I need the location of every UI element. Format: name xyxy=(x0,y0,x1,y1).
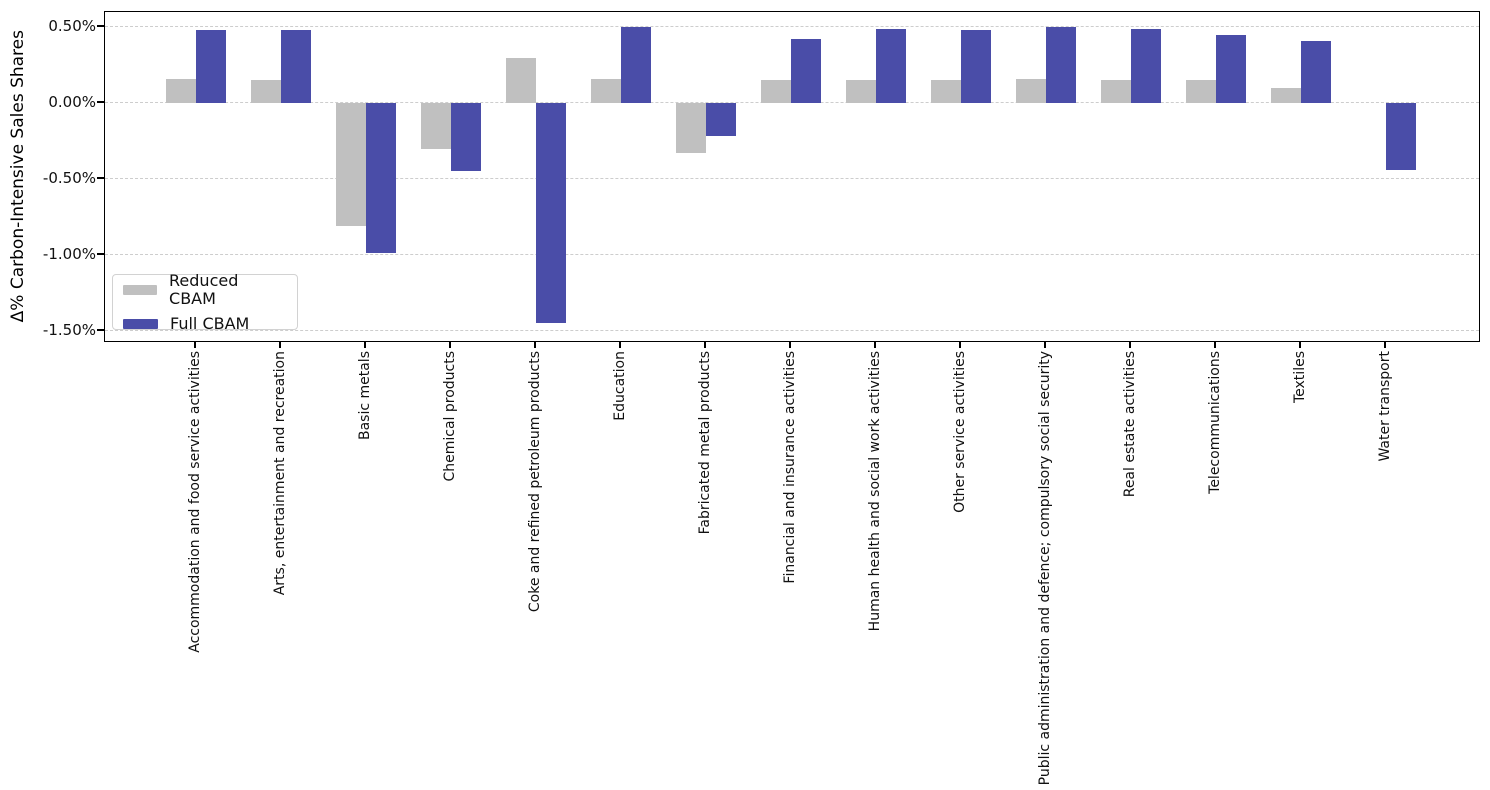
x-tick-mark xyxy=(364,342,366,348)
y-tick-mark xyxy=(97,101,104,103)
bar-reduced-cbam xyxy=(591,78,621,104)
plot-area xyxy=(104,11,1480,342)
x-tick-mark xyxy=(534,342,536,348)
y-tick-label: -1.50% xyxy=(42,320,96,339)
y-tick-label: 0.00% xyxy=(48,93,96,112)
x-tick-label: Arts, entertainment and recreation xyxy=(272,351,288,596)
x-tick-label: Public administration and defence; compu… xyxy=(1037,351,1053,786)
y-tick-label: -0.50% xyxy=(42,169,96,188)
y-tick-mark xyxy=(97,25,104,27)
x-tick-mark xyxy=(789,342,791,348)
x-tick-label: Real estate activities xyxy=(1122,351,1138,498)
bar-reduced-cbam xyxy=(1186,80,1216,104)
legend-swatch-reduced-cbam xyxy=(123,284,158,295)
bar-full-cbam xyxy=(451,103,481,172)
x-tick-label: Telecommunications xyxy=(1207,351,1223,494)
legend-label-full-cbam: Full CBAM xyxy=(170,313,250,333)
bar-reduced-cbam xyxy=(846,80,876,104)
bar-reduced-cbam xyxy=(676,103,706,154)
x-tick-label: Financial and insurance activities xyxy=(782,351,798,584)
bar-full-cbam xyxy=(961,30,991,104)
bar-full-cbam xyxy=(281,30,311,104)
bar-full-cbam xyxy=(876,28,906,104)
bar-reduced-cbam xyxy=(931,80,961,104)
bar-reduced-cbam xyxy=(761,80,791,104)
bar-full-cbam xyxy=(1131,28,1161,104)
bar-reduced-cbam xyxy=(251,80,281,104)
x-tick-mark xyxy=(1384,342,1386,348)
x-tick-mark xyxy=(704,342,706,348)
x-tick-mark xyxy=(1214,342,1216,348)
bar-full-cbam xyxy=(1216,34,1246,104)
y-tick-label: -1.00% xyxy=(42,244,96,263)
legend: Reduced CBAM Full CBAM xyxy=(112,270,298,333)
bar-full-cbam xyxy=(1301,40,1331,104)
x-tick-label: Accommodation and food service activitie… xyxy=(187,351,203,653)
x-tick-mark xyxy=(449,342,451,348)
bar-reduced-cbam xyxy=(1101,80,1131,104)
x-tick-label: Chemical products xyxy=(442,351,458,482)
bar-full-cbam xyxy=(706,103,736,137)
bar-full-cbam xyxy=(536,103,566,324)
x-tick-label: Basic metals xyxy=(357,351,373,441)
y-tick-label: 0.50% xyxy=(48,17,96,36)
gridline xyxy=(105,178,1479,180)
bar-full-cbam xyxy=(196,30,226,104)
x-tick-mark xyxy=(959,342,961,348)
bar-reduced-cbam xyxy=(336,103,366,227)
x-tick-mark xyxy=(619,342,621,348)
legend-label-reduced-cbam: Reduced CBAM xyxy=(169,270,239,308)
legend-swatch-full-cbam xyxy=(123,318,158,329)
bar-reduced-cbam xyxy=(421,103,451,149)
x-tick-label: Fabricated metal products xyxy=(697,351,713,535)
x-tick-label: Water transport xyxy=(1377,351,1393,462)
x-tick-mark xyxy=(194,342,196,348)
y-tick-mark xyxy=(97,253,104,255)
bar-full-cbam xyxy=(366,103,396,254)
bar-full-cbam xyxy=(621,27,651,104)
x-tick-label: Textiles xyxy=(1292,351,1308,404)
bar-reduced-cbam xyxy=(1271,87,1301,104)
legend-item-full-cbam: Full CBAM xyxy=(123,313,287,333)
gridline xyxy=(105,26,1479,28)
legend-item-reduced-cbam: Reduced CBAM xyxy=(123,270,287,308)
gridline xyxy=(105,254,1479,256)
bar-reduced-cbam xyxy=(1016,78,1046,104)
x-tick-label: Coke and refined petroleum products xyxy=(527,351,543,613)
gridline xyxy=(105,330,1479,332)
x-tick-mark xyxy=(874,342,876,348)
bar-full-cbam xyxy=(1386,103,1416,170)
x-tick-mark xyxy=(1044,342,1046,348)
x-tick-mark xyxy=(279,342,281,348)
bar-full-cbam xyxy=(1046,27,1076,104)
y-tick-mark xyxy=(97,177,104,179)
x-tick-label: Human health and social work activities xyxy=(867,351,883,632)
x-tick-label: Education xyxy=(612,351,628,421)
bar-reduced-cbam xyxy=(166,78,196,104)
x-tick-label: Other service activities xyxy=(952,351,968,513)
bar-reduced-cbam xyxy=(506,57,536,104)
y-tick-mark xyxy=(97,329,104,331)
x-tick-mark xyxy=(1299,342,1301,348)
bar-full-cbam xyxy=(791,39,821,104)
x-tick-mark xyxy=(1129,342,1131,348)
